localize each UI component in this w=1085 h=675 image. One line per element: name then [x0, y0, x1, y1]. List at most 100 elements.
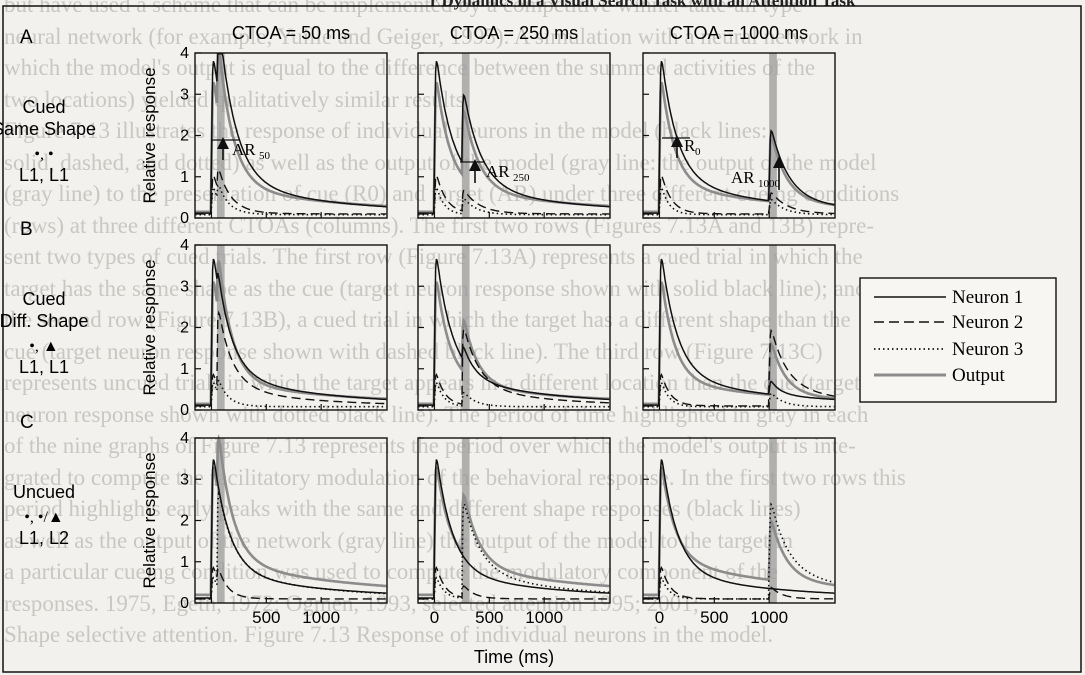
- series-neuron-2-line: [643, 565, 835, 600]
- row-condition-label: Cued: [22, 97, 65, 117]
- x-tick-label: 0: [655, 608, 664, 627]
- x-tick-label: 500: [700, 608, 728, 627]
- y-tick-label: 2: [180, 320, 189, 337]
- plot-frame: [642, 244, 836, 411]
- integration-window: [216, 245, 225, 410]
- series-neuron-2-line: [195, 565, 387, 600]
- series-neuron-1-line: [418, 258, 610, 406]
- integration-window: [769, 438, 777, 603]
- y-tick-label: 1: [180, 361, 189, 378]
- row-locations: L1, L1: [19, 357, 69, 377]
- series-neuron-3-line: [418, 381, 610, 408]
- series-neuron-3-line: [418, 503, 610, 600]
- row-condition-label: Uncued: [13, 482, 75, 502]
- series-neuron-1-line: [643, 459, 835, 599]
- integration-window: [461, 438, 470, 603]
- panel-c-2: 0 500 1000: [417, 437, 611, 627]
- panel-c-1: 0 1 2 3 4 500 1000: [180, 430, 388, 627]
- series-neuron-2-line: [418, 173, 610, 215]
- series-neuron-2-line: [195, 310, 387, 407]
- row-locations: L1, L1: [19, 165, 69, 185]
- row-locations: L1, L2: [19, 528, 69, 548]
- x-tick-label: 500: [252, 608, 280, 627]
- integration-window: [216, 438, 225, 603]
- y-tick-label: 2: [180, 513, 189, 530]
- legend-box: [859, 277, 1057, 403]
- annotation-label: AR: [232, 140, 256, 159]
- annotation-label: AR: [731, 168, 755, 187]
- series-neuron-1-line: [195, 459, 387, 599]
- legend-label-neuron-2: Neuron 2: [952, 312, 1023, 333]
- row-glyph: •, •: [34, 146, 53, 163]
- series-output-line: [643, 466, 835, 597]
- y-axis-label: Relative response: [140, 259, 159, 395]
- y-tick-label: 2: [180, 128, 189, 145]
- integration-window: [769, 245, 777, 410]
- series-neuron-1-line: [195, 258, 387, 406]
- series-neuron-2-line: [195, 168, 387, 215]
- plot-frame: [417, 244, 611, 411]
- x-tick-label: 1000: [525, 608, 563, 627]
- series-output-line: [418, 281, 610, 406]
- row-letter: A: [20, 27, 33, 48]
- series-neuron-3-line: [643, 502, 835, 600]
- y-tick-label: 0: [180, 210, 189, 227]
- y-tick-label: 3: [180, 278, 189, 295]
- panel-b-3: [642, 244, 836, 411]
- legend-label-neuron-3: Neuron 3: [952, 339, 1023, 360]
- series-neuron-1-line: [643, 258, 835, 406]
- series-output-line: [418, 466, 610, 597]
- x-tick-label: 0: [430, 608, 439, 627]
- series-output-line: [195, 434, 387, 597]
- x-tick-label: 1000: [750, 608, 788, 627]
- annotation-arrowhead: [217, 137, 229, 149]
- series-output-line: [643, 281, 835, 406]
- y-tick-label: 4: [180, 430, 189, 447]
- integration-window: [216, 53, 225, 218]
- row-condition-label: Cued: [22, 289, 65, 309]
- series-neuron-2-line: [418, 328, 610, 407]
- row-glyph: •, ▲: [29, 338, 58, 355]
- y-axis-label: Relative response: [140, 452, 159, 588]
- series-neuron-2-line: [643, 173, 835, 215]
- panel-b-2: [417, 244, 611, 411]
- series-output-line: [643, 81, 835, 214]
- y-axis-label: Relative response: [140, 67, 159, 203]
- page-header: r Dynamics in a Visual Search Task with …: [430, 0, 856, 10]
- y-tick-label: 3: [180, 86, 189, 103]
- column-title: CTOA = 250 ms: [450, 23, 578, 43]
- series-neuron-2-line: [643, 328, 835, 407]
- annotation-arrowhead: [773, 156, 785, 168]
- series-neuron-2-line: [418, 565, 610, 600]
- annotation-arrowhead: [671, 135, 683, 147]
- y-tick-label: 4: [180, 237, 189, 254]
- column-title: CTOA = 50 ms: [232, 23, 350, 43]
- row-glyph: •, •/▲: [24, 509, 63, 526]
- annotation-subscript: 50: [259, 150, 271, 162]
- series-neuron-1-line: [418, 459, 610, 599]
- annotation-arrowhead: [469, 159, 481, 171]
- panel-a-3: [642, 52, 836, 219]
- series-neuron-3-line: [643, 381, 835, 408]
- legend: Neuron 1 Neuron 2 Neuron 3 Output: [859, 277, 1057, 403]
- row-condition-label: Diff. Shape: [0, 311, 88, 331]
- y-tick-label: 4: [180, 45, 189, 62]
- y-tick-label: 0: [180, 595, 189, 612]
- panel-b-1: 0 1 2 3 4: [180, 237, 388, 419]
- y-tick-label: 1: [180, 169, 189, 186]
- annotation-label: AR: [486, 162, 510, 181]
- series-neuron-1-line: [418, 60, 610, 214]
- integration-window: [461, 53, 470, 218]
- panel-c-3: 0 500 1000: [642, 437, 836, 627]
- row-letter: C: [20, 412, 34, 433]
- panel-a-1: 0 1 2 3 4: [180, 45, 388, 227]
- y-tick-label: 0: [180, 402, 189, 419]
- row-letter: B: [20, 219, 33, 240]
- series-output-line: [418, 81, 610, 214]
- row-condition-label: Same Shape: [0, 119, 96, 139]
- series-neuron-1-line: [195, 53, 387, 214]
- x-tick-label: 500: [475, 608, 503, 627]
- annotation-subscript: 250: [513, 172, 530, 184]
- panel-a-2: [417, 52, 611, 219]
- figure-frame: [2, 5, 1082, 673]
